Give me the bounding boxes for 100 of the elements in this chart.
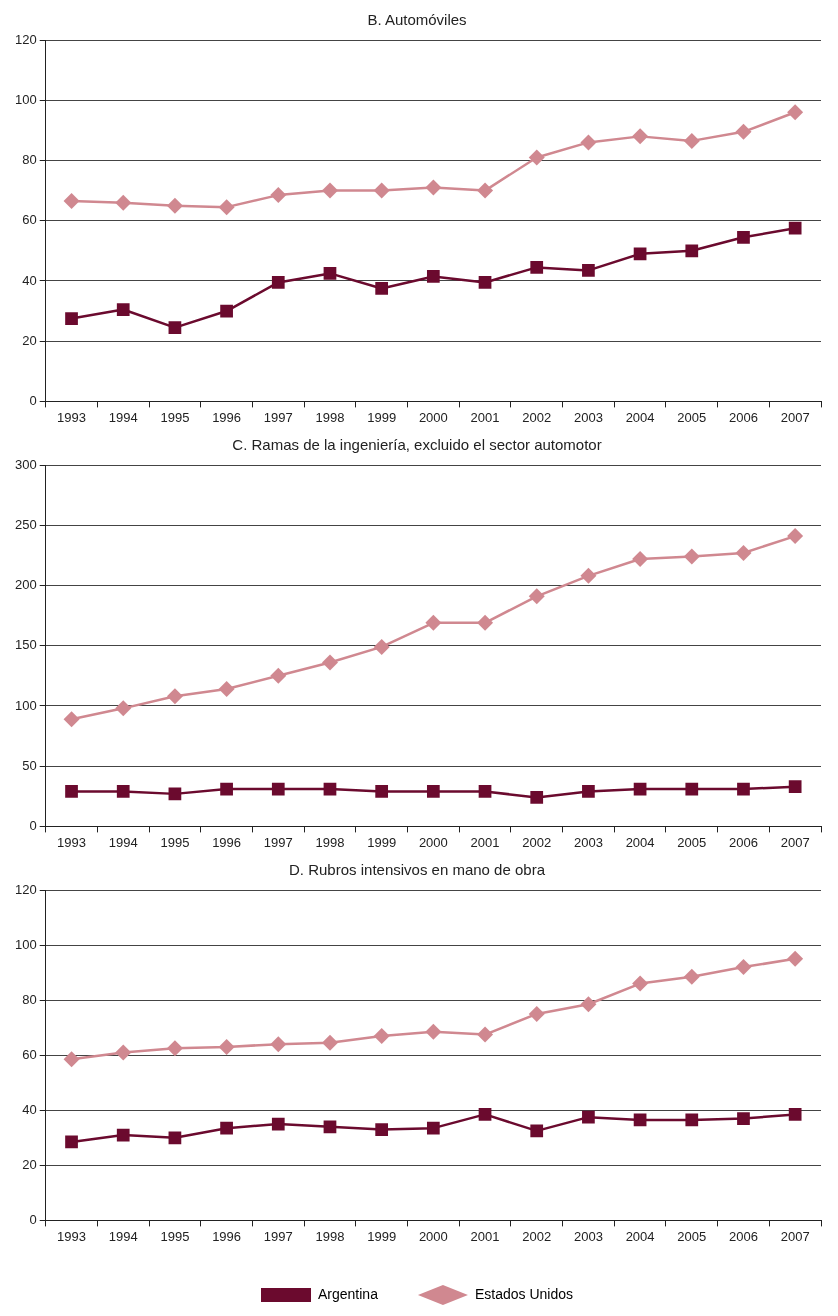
y-tick-label: 0 — [29, 392, 37, 408]
point — [115, 194, 132, 211]
point — [375, 282, 389, 295]
x-tick-label: 1996 — [212, 409, 242, 425]
x-tick-label: 2003 — [573, 1228, 603, 1244]
x-tick-label: 1996 — [212, 834, 242, 850]
point — [65, 785, 78, 798]
x-tick-label: 2005 — [677, 1228, 707, 1244]
point — [323, 1120, 337, 1134]
x-tick-label: 1998 — [315, 834, 345, 850]
point — [426, 785, 440, 798]
point — [737, 782, 750, 796]
x-tick-label: 2001 — [470, 409, 500, 425]
point — [528, 149, 545, 166]
legend-label: Argentina — [318, 1285, 379, 1302]
x-tick-label: 1999 — [367, 1228, 397, 1244]
y-tick-label: 200 — [14, 577, 37, 593]
point — [735, 123, 752, 140]
point — [735, 959, 752, 976]
x-tick-label: 1999 — [367, 409, 397, 425]
point — [735, 544, 752, 561]
point — [323, 267, 337, 280]
point — [787, 528, 804, 545]
x-tick-label: 1994 — [108, 1228, 138, 1244]
x-tick-label: 1993 — [57, 1228, 86, 1244]
y-tick-label: 100 — [14, 697, 37, 713]
x-tick-label: 2000 — [418, 1228, 448, 1244]
chart-title: B. Automóviles — [367, 11, 467, 29]
point — [373, 1027, 390, 1044]
point — [528, 588, 545, 605]
chart-title: C. Ramas de la ingeniería, excluido el sector automotor — [232, 436, 602, 454]
x-tick-label: 2002 — [522, 409, 552, 425]
point — [166, 688, 183, 705]
point — [530, 261, 544, 274]
point — [116, 303, 130, 316]
point — [582, 785, 595, 798]
x-tick-label: 1997 — [263, 834, 293, 850]
x-tick-label: 2000 — [418, 834, 448, 850]
point — [271, 276, 285, 289]
y-tick-label: 80 — [22, 152, 37, 168]
point — [220, 304, 233, 318]
y-tick-label: 80 — [22, 991, 37, 1007]
x-tick-label: 1998 — [315, 1228, 345, 1244]
point — [271, 782, 285, 796]
x-tick-label: 2005 — [677, 409, 707, 425]
point — [685, 1113, 699, 1127]
x-tick-label: 2002 — [522, 1228, 552, 1244]
point — [582, 1110, 595, 1124]
point — [788, 1108, 802, 1121]
y-tick-label: 250 — [14, 516, 37, 532]
point — [270, 1036, 287, 1053]
x-tick-label: 2002 — [522, 834, 552, 850]
y-tick-label: 150 — [14, 637, 37, 653]
point — [375, 1123, 389, 1136]
x-tick-label: 2001 — [470, 834, 500, 850]
point — [685, 782, 699, 796]
x-tick-label: 2004 — [625, 409, 655, 425]
point — [425, 179, 442, 196]
point — [373, 638, 390, 655]
chart-title: D. Rubros intensivos en mano de obra — [289, 861, 546, 879]
x-tick-label: 2006 — [729, 409, 758, 425]
point — [425, 1023, 442, 1040]
point — [477, 182, 494, 199]
point — [580, 567, 597, 584]
point — [115, 700, 132, 717]
point — [218, 1038, 235, 1055]
x-tick-label: 1996 — [212, 1228, 242, 1244]
x-tick-label: 2004 — [625, 834, 655, 850]
point — [321, 654, 338, 671]
point — [477, 1026, 494, 1043]
x-tick-label: 1993 — [57, 409, 86, 425]
point — [65, 1135, 78, 1149]
x-tick-label: 1995 — [160, 409, 190, 425]
point — [737, 230, 750, 244]
point — [375, 785, 389, 798]
y-tick-label: 300 — [14, 456, 37, 472]
point — [683, 548, 700, 565]
point — [65, 312, 78, 325]
legend-label: Estados Unidos — [474, 1285, 573, 1302]
point — [373, 182, 390, 199]
point — [787, 104, 804, 121]
x-tick-label: 2001 — [470, 1228, 500, 1244]
point — [478, 276, 492, 289]
point — [321, 1034, 338, 1051]
point — [530, 791, 544, 804]
point — [580, 996, 597, 1013]
point — [683, 132, 700, 149]
y-tick-label: 20 — [22, 332, 37, 348]
y-tick-label: 20 — [22, 1156, 37, 1172]
point — [168, 321, 182, 334]
point — [737, 1112, 750, 1125]
point — [685, 244, 699, 258]
x-tick-label: 1995 — [160, 1228, 190, 1244]
point — [477, 614, 494, 631]
point — [478, 1108, 492, 1121]
x-tick-label: 2000 — [418, 409, 448, 425]
y-tick-label: 0 — [29, 1211, 37, 1227]
point — [787, 950, 804, 967]
point — [218, 199, 235, 216]
x-tick-label: 2007 — [780, 409, 810, 425]
